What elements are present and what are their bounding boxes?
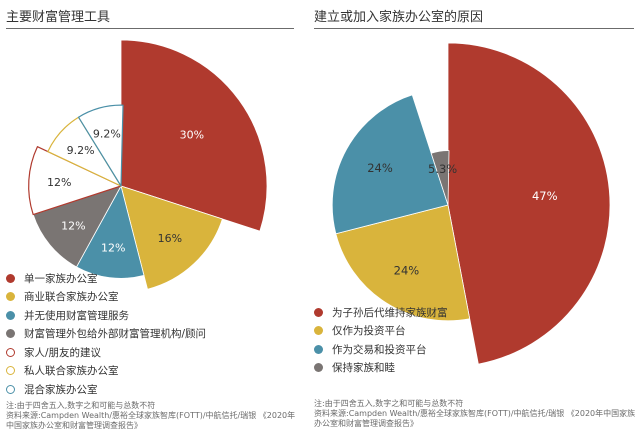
legend-label: 作为交易和投资平台 — [332, 343, 427, 356]
slice-label-6: 9.2% — [67, 144, 95, 157]
slice-label-3: 12% — [101, 241, 125, 254]
legend-item: 并无使用财富管理服务 — [6, 306, 296, 325]
legend-item: 仅作为投资平台 — [314, 322, 636, 341]
legend-swatch — [314, 307, 323, 317]
slice-1 — [120, 39, 268, 232]
left-panel: 主要财富管理工具 30% 16% 12% 12% 12% 9.2% 9.2% 单一家族办公室… — [0, 0, 300, 433]
legend-item: 保持家族和睦 — [314, 359, 636, 378]
legend-item: 为子孙后代维持家族财富 — [314, 303, 636, 322]
slice-label-4: 12% — [61, 219, 85, 232]
right-footnote: 注:由于四舍五入,数字之和可能与总数不符 — [314, 399, 464, 408]
legend-swatch — [314, 326, 323, 336]
legend-item: 单一家族办公室 — [6, 269, 296, 288]
slice-3 — [331, 94, 449, 235]
slice-label-1: 30% — [180, 128, 204, 141]
left-chart-title: 主要财富管理工具 — [6, 10, 111, 25]
legend-label: 商业联合家族办公室 — [24, 291, 119, 304]
legend-label: 单一家族办公室 — [24, 272, 98, 285]
slice-2 — [120, 185, 223, 290]
legend-swatch — [314, 363, 323, 373]
legend-swatch — [6, 347, 15, 357]
legend-item: 私人联合家族办公室 — [6, 362, 296, 381]
slice-label-3: 24% — [367, 161, 393, 175]
right-chart-title: 建立或加入家族办公室的原因 — [314, 10, 484, 25]
slice-label-7: 9.2% — [93, 128, 121, 141]
legend-swatch — [6, 329, 15, 339]
slice-label-5: 12% — [47, 176, 71, 189]
slice-4 — [32, 185, 122, 268]
right-legend: 为子孙后代维持家族财富 仅作为投资平台作为交易和投资平台 保持家族和睦 — [314, 303, 636, 377]
slice-label-2: 16% — [158, 232, 182, 245]
slice-label-2: 24% — [394, 264, 420, 278]
legend-label: 并无使用财富管理服务 — [24, 309, 129, 322]
slice-7 — [77, 104, 124, 187]
slice-1 — [447, 42, 611, 365]
legend-label: 仅作为投资平台 — [332, 325, 406, 338]
slice-label-1: 47% — [532, 189, 558, 203]
legend-label: 家人/朋友的建议 — [24, 346, 102, 359]
left-footnote: 注:由于四舍五入,数字之和可能与总数不符 — [6, 401, 156, 410]
legend-swatch — [6, 366, 15, 376]
right-title-divider — [314, 28, 634, 29]
legend-label: 私人联合家族办公室 — [24, 365, 119, 378]
left-title-divider — [6, 28, 294, 29]
legend-swatch — [6, 310, 15, 320]
legend-label: 保持家族和睦 — [332, 362, 395, 375]
left-source: 资料来源:Campden Wealth/惠裕全球家族智库(FOTT)/中航信托/… — [6, 411, 296, 430]
legend-label: 混合家族办公室 — [24, 383, 98, 396]
slice-4 — [430, 150, 450, 206]
legend-item: 混合家族办公室 — [6, 380, 296, 399]
legend-item: 作为交易和投资平台 — [314, 340, 636, 359]
right-source: 资料来源:Campden Wealth/惠裕全球家族智库(FOTT)/中航信托/… — [314, 409, 636, 428]
slice-3 — [76, 185, 145, 279]
legend-swatch — [6, 273, 15, 283]
legend-label: 为子孙后代维持家族财富 — [332, 306, 448, 319]
slice-label-4: 5.3% — [428, 162, 457, 176]
left-legend: 单一家族办公室商业联合家族办公室 并无使用财富管理服务财富管理外包给外部财富管理机… — [6, 269, 296, 399]
left-polar-chart: 30% 16% 12% 12% 12% 9.2% 9.2% — [28, 39, 268, 290]
legend-item: 家人/朋友的建议 — [6, 343, 296, 362]
slice-2 — [335, 204, 471, 322]
right-polar-chart: 47% 24% 24% 5.3% — [331, 42, 611, 365]
legend-item: 商业联合家族办公室 — [6, 288, 296, 307]
legend-item: 财富管理外包给外部财富管理机构/顾问 — [6, 325, 296, 344]
legend-swatch — [314, 344, 323, 354]
legend-swatch — [6, 292, 15, 302]
legend-label: 财富管理外包给外部财富管理机构/顾问 — [24, 328, 207, 341]
right-panel: 建立或加入家族办公室的原因 47% 24% 24% 5.3% 为子孙后代维持家族财富仅… — [308, 0, 640, 433]
slice-5 — [28, 146, 122, 216]
legend-swatch — [6, 384, 15, 394]
